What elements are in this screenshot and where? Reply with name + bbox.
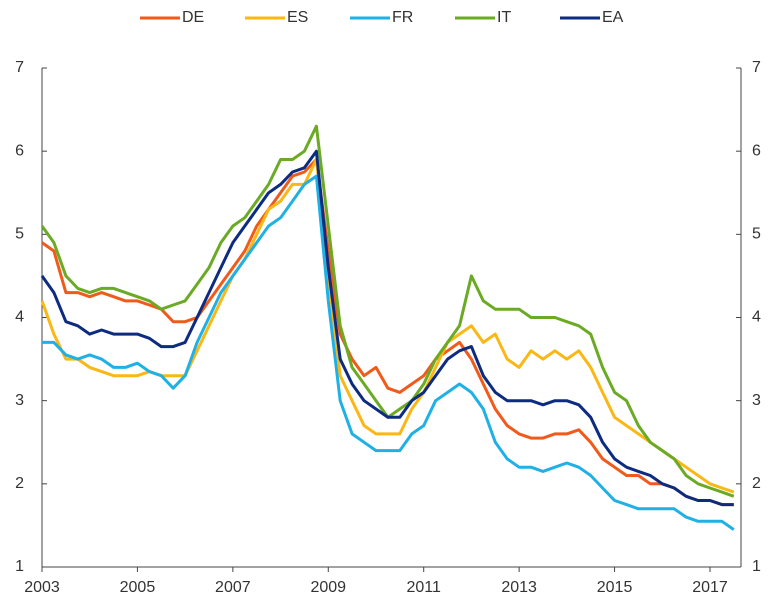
line-series xyxy=(40,149,734,507)
y2-tick-label: 1 xyxy=(752,558,761,575)
x-tick-label: 2005 xyxy=(120,579,156,596)
y-tick-label: 2 xyxy=(15,475,24,492)
line-series xyxy=(40,124,735,498)
line-series xyxy=(40,158,735,494)
y2-tick-label: 4 xyxy=(752,309,761,326)
legend-label: IT xyxy=(497,9,511,26)
legend-label: ES xyxy=(287,9,308,26)
y-tick-label: 5 xyxy=(15,226,24,243)
y2-tick-label: 5 xyxy=(752,226,761,243)
legend-label: FR xyxy=(392,9,413,26)
line-series xyxy=(41,158,734,507)
x-tick-label: 2015 xyxy=(597,579,633,596)
y-tick-label: 6 xyxy=(15,142,24,159)
legend-label: EA xyxy=(602,9,624,26)
legend-label: DE xyxy=(182,9,204,26)
x-tick-label: 2007 xyxy=(215,579,251,596)
x-tick-label: 2013 xyxy=(501,579,537,596)
x-tick-label: 2009 xyxy=(310,579,346,596)
x-tick-label: 2017 xyxy=(692,579,728,596)
y-tick-label: 3 xyxy=(15,392,24,409)
y-tick-label: 7 xyxy=(15,59,24,76)
x-tick-label: 2003 xyxy=(24,579,60,596)
y2-tick-label: 7 xyxy=(752,59,761,76)
y2-tick-label: 6 xyxy=(752,142,761,159)
line-series xyxy=(42,174,735,531)
x-tick-label: 2011 xyxy=(407,579,442,596)
y2-tick-label: 2 xyxy=(752,475,761,492)
y-tick-label: 1 xyxy=(15,558,24,575)
y2-tick-label: 3 xyxy=(752,392,761,409)
y-tick-label: 4 xyxy=(15,309,24,326)
